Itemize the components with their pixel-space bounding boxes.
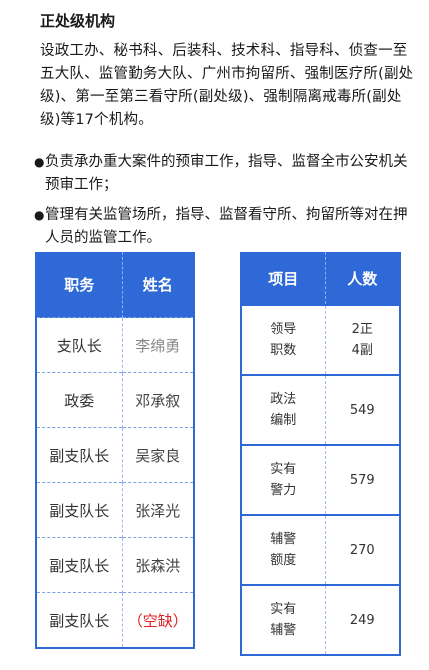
staffing-table: 项目 人数 领导 职数 2正 4副 政法 编制 549 实有 警力 [240, 252, 401, 656]
name-cell: 吴家良 [122, 427, 194, 483]
table-row: 政法 编制 549 [241, 374, 400, 445]
section-heading: 正处级机构 [40, 12, 116, 30]
count-cell: 249 [325, 584, 400, 655]
table-row: 实有 辅警 249 [241, 584, 400, 655]
position-column-header: 职务 [36, 252, 123, 318]
item-label-line: 辅警 [270, 623, 297, 638]
duties-list: ● 负责承办重大案件的预审工作，指导、监督全市公安机关预审工作； ● 管理有关监… [34, 151, 420, 257]
name-cell: 张泽光 [122, 482, 194, 538]
item-label-line: 辅警 [270, 532, 297, 547]
bullet-icon: ● [34, 155, 45, 169]
leaders-header-row: 职务 姓名 [36, 252, 194, 318]
table-row: 支队长 李绵勇 [36, 317, 194, 373]
count-value-line: 4副 [351, 343, 373, 358]
vacant-name-cell: （空缺） [122, 592, 194, 648]
count-column-header: 人数 [325, 252, 400, 305]
count-cell: 549 [325, 374, 400, 445]
table-row: 领导 职数 2正 4副 [241, 304, 400, 375]
position-cell: 副支队长 [36, 427, 123, 483]
count-cell: 579 [325, 444, 400, 515]
bullet-icon: ● [34, 208, 45, 222]
item-label-line: 编制 [270, 413, 297, 428]
position-cell: 副支队长 [36, 592, 123, 648]
position-cell: 副支队长 [36, 482, 123, 538]
count-cell: 270 [325, 514, 400, 585]
item-label-line: 额度 [270, 553, 297, 568]
name-cell: 邓承叙 [122, 372, 194, 428]
item-label-line: 职数 [270, 343, 297, 358]
count-value-line: 2正 [351, 322, 373, 337]
item-label-line: 警力 [270, 483, 297, 498]
item-cell: 辅警 额度 [241, 514, 326, 585]
item-column-header: 项目 [241, 252, 326, 305]
item-label-line: 实有 [270, 602, 297, 617]
table-row: 副支队长 吴家良 [36, 427, 194, 483]
duty-item: ● 负责承办重大案件的预审工作，指导、监督全市公安机关预审工作； [34, 151, 420, 197]
table-row: 副支队长 （空缺） [36, 592, 194, 648]
item-cell: 实有 警力 [241, 444, 326, 515]
table-row: 政委 邓承叙 [36, 372, 194, 428]
name-cell: 张森洪 [122, 537, 194, 593]
leaders-table: 职务 姓名 支队长 李绵勇 政委 邓承叙 副支队长 吴家良 副支队长 张泽光 副… [35, 252, 195, 649]
item-cell: 领导 职数 [241, 304, 326, 375]
staffing-header-row: 项目 人数 [241, 252, 400, 305]
name-column-header: 姓名 [122, 252, 194, 318]
name-cell: 李绵勇 [122, 317, 194, 373]
item-cell: 政法 编制 [241, 374, 326, 445]
item-label-line: 实有 [270, 462, 297, 477]
table-row: 辅警 额度 270 [241, 514, 400, 585]
table-row: 实有 警力 579 [241, 444, 400, 515]
table-row: 副支队长 张森洪 [36, 537, 194, 593]
duty-item: ● 管理有关监管场所，指导、监督看守所、拘留所等对在押人员的监管工作。 [34, 204, 420, 250]
count-cell: 2正 4副 [325, 304, 400, 375]
item-label-line: 政法 [270, 392, 297, 407]
position-cell: 副支队长 [36, 537, 123, 593]
item-label-line: 领导 [270, 322, 297, 337]
duty-text: 负责承办重大案件的预审工作，指导、监督全市公安机关预审工作； [45, 154, 408, 193]
table-row: 副支队长 张泽光 [36, 482, 194, 538]
duty-text: 管理有关监管场所，指导、监督看守所、拘留所等对在押人员的监管工作。 [45, 207, 408, 246]
position-cell: 政委 [36, 372, 123, 428]
position-cell: 支队长 [36, 317, 123, 373]
item-cell: 实有 辅警 [241, 584, 326, 655]
intro-paragraph: 设政工办、秘书科、后装科、技术科、指导科、侦查一至五大队、监管勤务大队、广州市拘… [40, 43, 414, 128]
